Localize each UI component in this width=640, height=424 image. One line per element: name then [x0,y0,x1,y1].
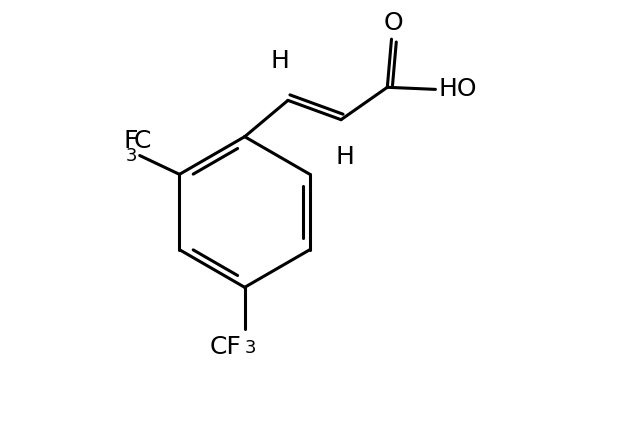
Text: H: H [336,145,355,169]
Text: H: H [270,49,289,73]
Text: CF: CF [209,335,241,360]
Text: HO: HO [439,78,477,101]
Text: 3: 3 [244,339,256,357]
Text: C: C [134,129,151,153]
Text: O: O [384,11,403,35]
Text: 3: 3 [126,147,138,165]
Text: F: F [123,129,138,153]
